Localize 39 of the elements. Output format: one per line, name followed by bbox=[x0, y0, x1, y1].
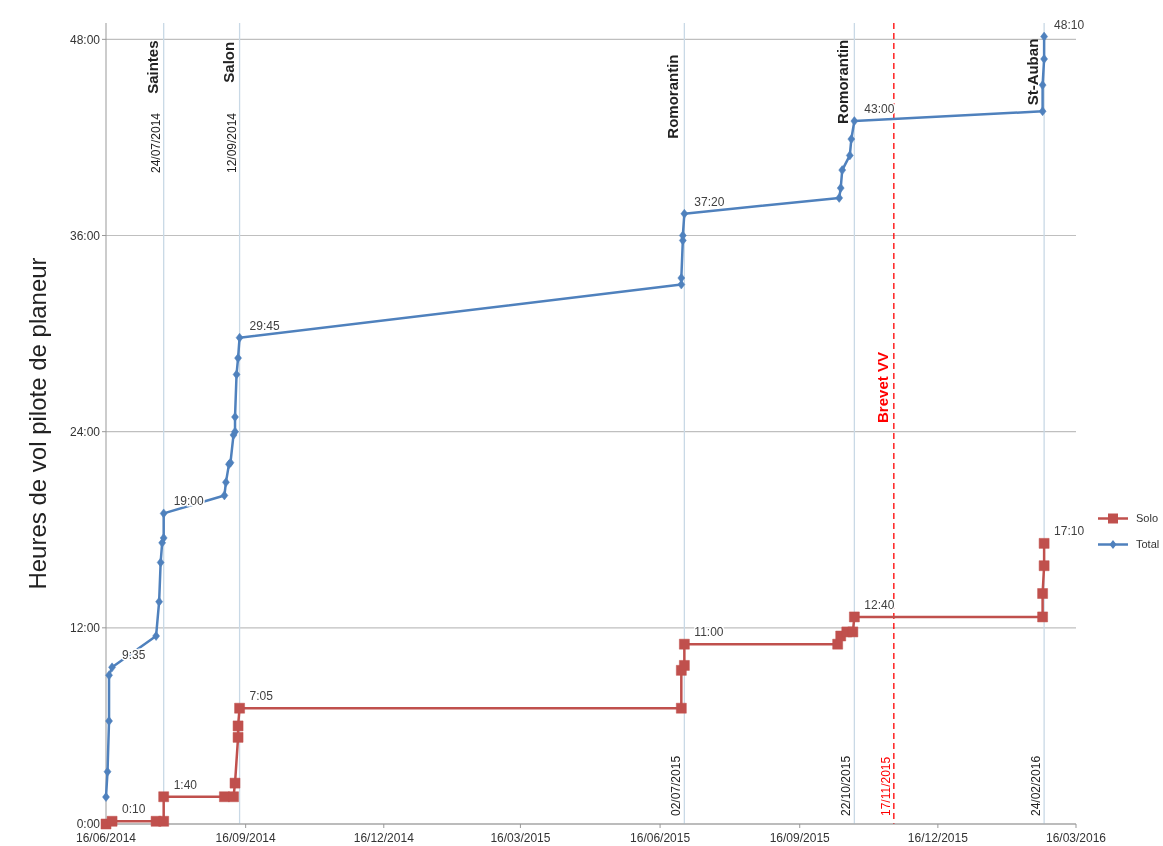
annotation: Brevet VV bbox=[873, 352, 891, 423]
x-tick-label: 16/03/2015 bbox=[490, 831, 551, 845]
legend-label: Solo bbox=[1136, 512, 1159, 525]
ref-line-label: 24/02/2016 bbox=[1029, 755, 1044, 816]
data-label: 0:10 bbox=[122, 802, 146, 817]
data-label: 1:40 bbox=[173, 777, 198, 792]
data-label: 11:00 bbox=[694, 625, 724, 640]
annotation: Romorantin bbox=[664, 54, 682, 139]
annotation: St-Auban bbox=[1024, 38, 1042, 106]
x-tick-label: 16/09/2014 bbox=[215, 831, 277, 845]
x-tick-label: 16/06/2014 bbox=[75, 831, 137, 845]
ref-line-label: 12/09/2014 bbox=[224, 112, 239, 174]
x-tick-label: 16/03/2016 bbox=[1045, 831, 1107, 845]
data-label: 17:10 bbox=[1054, 524, 1085, 539]
ref-line-label: 24/07/2014 bbox=[148, 112, 163, 174]
annotation: Saintes bbox=[143, 40, 161, 94]
y-tick-label: 36:00 bbox=[69, 228, 101, 243]
data-label: 29:45 bbox=[249, 318, 280, 333]
x-tick-label: 16/09/2015 bbox=[769, 831, 831, 845]
data-label: 19:00 bbox=[173, 494, 205, 509]
y-axis-title: Heures de vol pilote de planeur bbox=[24, 257, 51, 590]
annotation: Salon bbox=[219, 41, 237, 83]
x-tick-label: 16/12/2015 bbox=[907, 831, 969, 845]
data-label: 12:40 bbox=[864, 597, 895, 612]
y-tick-label: 24:00 bbox=[69, 424, 101, 439]
annotation: Romorantin bbox=[834, 39, 852, 124]
data-label: 48:10 bbox=[1054, 17, 1085, 32]
ref-line-label: 17/11/2015 bbox=[878, 756, 893, 816]
y-tick-label: 48:00 bbox=[69, 32, 101, 47]
ref-line-label: 22/10/2015 bbox=[839, 755, 854, 816]
data-label: 37:20 bbox=[694, 194, 725, 209]
data-label: 7:05 bbox=[249, 689, 274, 704]
data-label: 43:00 bbox=[864, 102, 895, 117]
x-tick-label: 16/12/2014 bbox=[353, 831, 415, 845]
y-tick-label: 0:00 bbox=[76, 817, 101, 832]
legend-label: Total bbox=[1136, 538, 1160, 551]
x-tick-label: 16/06/2015 bbox=[630, 831, 691, 845]
y-tick-label: 12:00 bbox=[69, 621, 101, 636]
ref-line-label: 02/07/2015 bbox=[669, 755, 684, 816]
